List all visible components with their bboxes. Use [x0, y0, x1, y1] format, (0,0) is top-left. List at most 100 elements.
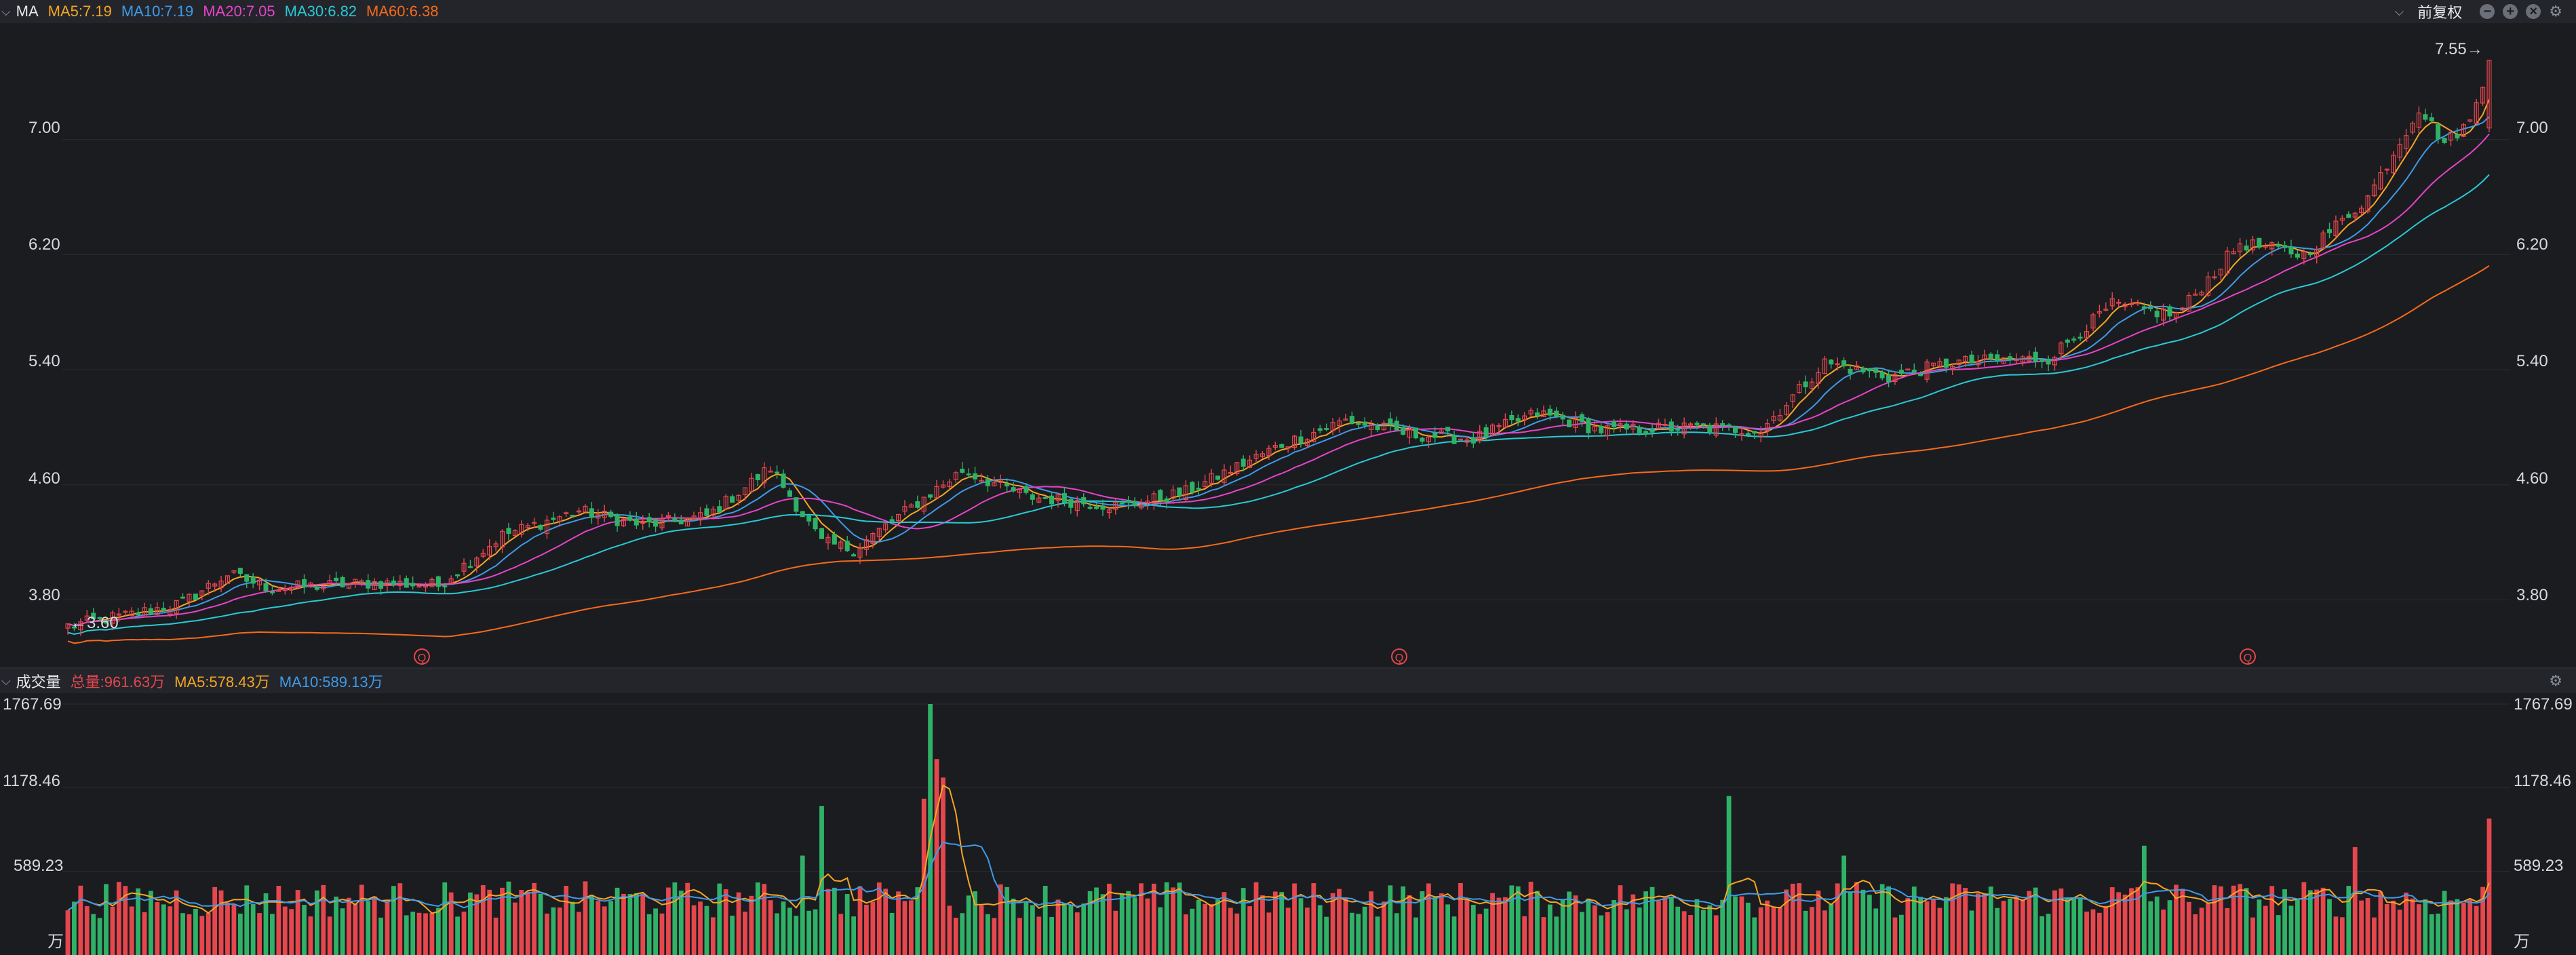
volume-bar [72, 901, 77, 955]
volume-bar [2257, 899, 2262, 955]
candle-body [1094, 506, 1099, 509]
candle-body [206, 583, 211, 589]
candle-body [1049, 495, 1055, 505]
candle-body [2046, 358, 2051, 365]
candle-body [832, 534, 837, 545]
volume-ma5-line [67, 784, 2490, 914]
volume-bar [768, 900, 773, 955]
candle-body [2001, 357, 2006, 364]
candle-body [2257, 237, 2262, 248]
volume-bar [1081, 903, 1087, 955]
volume-bar [2384, 903, 2389, 955]
candle-body [1829, 359, 1834, 365]
volume-bar [781, 901, 786, 955]
volume-bar [1586, 898, 1591, 955]
candle-body [1739, 433, 1744, 436]
candle-body [1451, 434, 1457, 444]
candle-body [1713, 423, 1719, 436]
candle-body [1567, 419, 1572, 428]
candle-body [97, 617, 102, 619]
volume-bar [302, 905, 307, 955]
price-tick-left: 4.60 [28, 469, 60, 488]
candle-body [263, 583, 269, 591]
zoom-out-icon[interactable]: − [2480, 4, 2495, 19]
settings-gear-icon[interactable]: ⚙ [2549, 3, 2562, 20]
volume-settings-gear-icon[interactable]: ⚙ [2549, 672, 2562, 689]
volume-bar [730, 916, 735, 955]
candle-body [717, 506, 722, 513]
volume-tick-right: 589.23 [2514, 857, 2563, 875]
volume-bar [1126, 891, 1131, 955]
candle-body [2378, 172, 2383, 190]
candle-body [71, 626, 77, 629]
candle-body [1234, 462, 1240, 475]
volume-bar [2148, 901, 2153, 955]
candle-body [1106, 509, 1112, 513]
candle-body [1279, 444, 1285, 448]
svg-text:Q: Q [1395, 652, 1403, 664]
candle-body [2397, 144, 2402, 158]
collapse-chevron-icon[interactable]: ⌵ [1, 4, 11, 18]
candle-body [1522, 415, 1527, 420]
volume-bar [1867, 895, 1872, 955]
volume-bar [2084, 912, 2089, 955]
indicator-name[interactable]: MA [16, 3, 39, 20]
candle-body [2391, 155, 2396, 174]
volume-bar [1547, 904, 1553, 955]
volume-tick-left: 1178.46 [3, 772, 60, 790]
volume-bar [1937, 908, 1943, 955]
candle-body [1675, 428, 1681, 431]
price-tick-right: 7.00 [2516, 119, 2548, 137]
candle-body [442, 585, 448, 588]
volume-collapse-chevron-icon[interactable]: ⌵ [1, 674, 11, 688]
candle-body [269, 591, 275, 593]
candle-body [1292, 435, 1297, 448]
candle-body [608, 511, 614, 518]
volume-bar [1285, 908, 1291, 955]
volume-bar [902, 901, 908, 955]
volume-bar [896, 891, 901, 955]
volume-bar [116, 882, 121, 955]
volume-bar [1470, 905, 1476, 955]
volume-title[interactable]: 成交量 [16, 674, 61, 690]
candle-body [231, 570, 237, 573]
volume-ma10-label: MA10:589.13万 [279, 674, 383, 690]
volume-bar [1388, 885, 1393, 955]
volume-bar [1369, 891, 1373, 955]
volume-unit-left: 万 [47, 933, 64, 951]
candle-body [1886, 374, 1892, 383]
adjust-mode-select[interactable]: 前复权 [2417, 4, 2463, 21]
volume-bar [1745, 902, 1751, 955]
volume-bar [1490, 893, 1495, 955]
adjust-chevron-icon[interactable]: ⌵ [2394, 4, 2404, 18]
volume-tick-right: 1178.46 [2514, 772, 2571, 790]
candle-body [1784, 405, 1789, 415]
volume-bar [2071, 898, 2077, 955]
volume-bar [289, 909, 294, 955]
price-ma-lines [67, 98, 2490, 644]
volume-bar [704, 905, 709, 955]
candle-body [2442, 138, 2447, 143]
volume-bar [180, 913, 185, 955]
event-marker[interactable]: Q [1391, 648, 1407, 665]
volume-bar [295, 890, 300, 955]
candle-body [2250, 239, 2255, 251]
close-indicator-icon[interactable]: × [2526, 4, 2541, 19]
candle-body [2020, 356, 2025, 363]
candle-body [825, 537, 831, 543]
candle-body [257, 579, 262, 585]
volume-bar [659, 913, 665, 955]
candle-body [1873, 368, 1879, 373]
event-marker[interactable]: Q [414, 648, 430, 665]
volume-bar [1337, 889, 1342, 955]
volume-bar [1432, 897, 1438, 955]
candle-body [174, 600, 179, 614]
candle-body [2467, 119, 2473, 122]
event-marker[interactable]: Q [2240, 648, 2256, 665]
volume-bar [1324, 916, 1329, 955]
candle-body [2128, 303, 2134, 305]
candle-body [1445, 427, 1451, 431]
zoom-in-icon[interactable]: + [2503, 4, 2518, 19]
candle-body [500, 530, 505, 548]
